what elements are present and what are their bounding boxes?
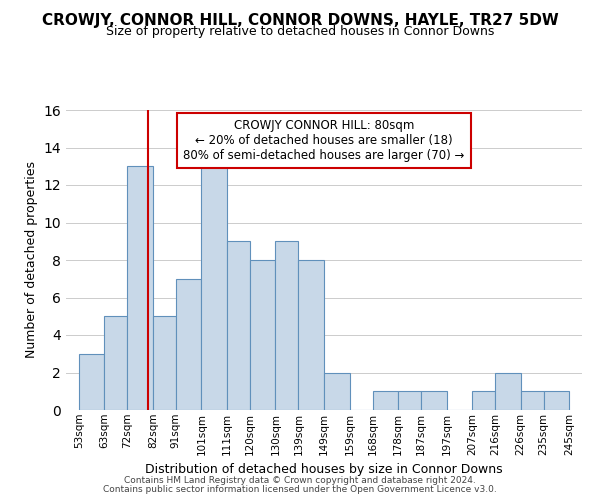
Text: CROWJY CONNOR HILL: 80sqm
← 20% of detached houses are smaller (18)
80% of semi-: CROWJY CONNOR HILL: 80sqm ← 20% of detac… [184,119,464,162]
X-axis label: Distribution of detached houses by size in Connor Downs: Distribution of detached houses by size … [145,463,503,476]
Bar [298,260,324,410]
Bar [202,166,227,410]
Bar [127,166,153,410]
Bar [373,391,398,410]
Bar [472,391,495,410]
Bar [521,391,544,410]
Bar [324,372,350,410]
Y-axis label: Number of detached properties: Number of detached properties [25,162,38,358]
Text: CROWJY, CONNOR HILL, CONNOR DOWNS, HAYLE, TR27 5DW: CROWJY, CONNOR HILL, CONNOR DOWNS, HAYLE… [41,12,559,28]
Bar [79,354,104,410]
Bar [104,316,127,410]
Bar [227,242,250,410]
Text: Contains public sector information licensed under the Open Government Licence v3: Contains public sector information licen… [103,485,497,494]
Bar [421,391,446,410]
Text: Size of property relative to detached houses in Connor Downs: Size of property relative to detached ho… [106,25,494,38]
Bar [176,279,202,410]
Bar [398,391,421,410]
Bar [275,242,298,410]
Bar [250,260,275,410]
Bar [495,372,521,410]
Bar [544,391,569,410]
Bar [153,316,176,410]
Text: Contains HM Land Registry data © Crown copyright and database right 2024.: Contains HM Land Registry data © Crown c… [124,476,476,485]
